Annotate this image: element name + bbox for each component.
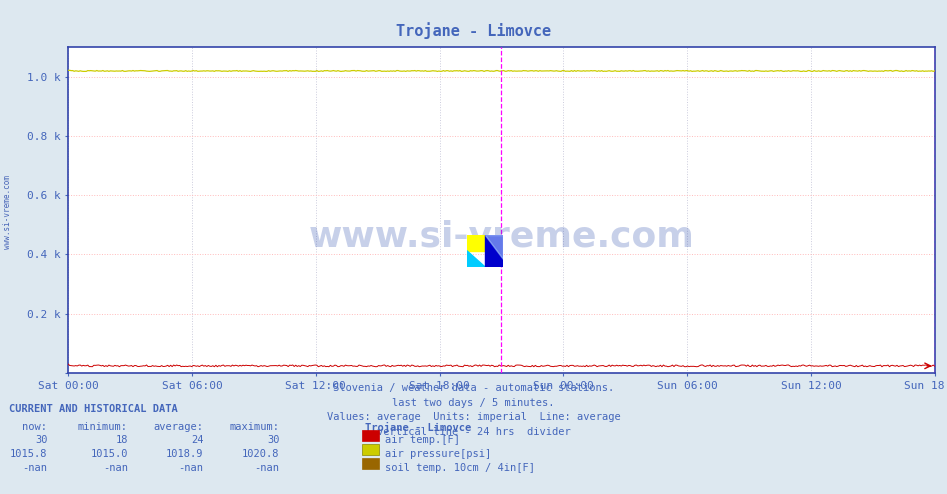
- Text: air pressure[psi]: air pressure[psi]: [385, 449, 491, 459]
- Text: now:: now:: [23, 421, 47, 432]
- Text: 30: 30: [35, 435, 47, 446]
- Text: Trojane - Limovce: Trojane - Limovce: [365, 421, 471, 433]
- Text: -nan: -nan: [103, 463, 128, 473]
- Text: CURRENT AND HISTORICAL DATA: CURRENT AND HISTORICAL DATA: [9, 404, 178, 413]
- Text: www.si-vreme.com: www.si-vreme.com: [3, 175, 12, 249]
- Text: 1015.0: 1015.0: [90, 449, 128, 459]
- Text: 1020.8: 1020.8: [241, 449, 279, 459]
- Text: www.si-vreme.com: www.si-vreme.com: [309, 219, 694, 253]
- Text: 18: 18: [116, 435, 128, 446]
- Text: average:: average:: [153, 421, 204, 432]
- Text: Values: average  Units: imperial  Line: average: Values: average Units: imperial Line: av…: [327, 412, 620, 422]
- Text: Trojane - Limovce: Trojane - Limovce: [396, 22, 551, 39]
- Text: 1018.9: 1018.9: [166, 449, 204, 459]
- Text: 1015.8: 1015.8: [9, 449, 47, 459]
- Bar: [485, 235, 503, 267]
- Text: soil temp. 10cm / 4in[F]: soil temp. 10cm / 4in[F]: [385, 463, 535, 473]
- Text: vertical line - 24 hrs  divider: vertical line - 24 hrs divider: [377, 427, 570, 437]
- Polygon shape: [467, 251, 485, 267]
- Text: -nan: -nan: [255, 463, 279, 473]
- Text: minimum:: minimum:: [78, 421, 128, 432]
- Text: Slovenia / weather data - automatic stations.: Slovenia / weather data - automatic stat…: [333, 383, 614, 393]
- Polygon shape: [485, 235, 503, 259]
- Text: -nan: -nan: [23, 463, 47, 473]
- Text: last two days / 5 minutes.: last two days / 5 minutes.: [392, 398, 555, 408]
- Text: air temp.[F]: air temp.[F]: [385, 435, 460, 446]
- Text: 30: 30: [267, 435, 279, 446]
- Text: maximum:: maximum:: [229, 421, 279, 432]
- Bar: [467, 235, 485, 251]
- Text: -nan: -nan: [179, 463, 204, 473]
- Text: 24: 24: [191, 435, 204, 446]
